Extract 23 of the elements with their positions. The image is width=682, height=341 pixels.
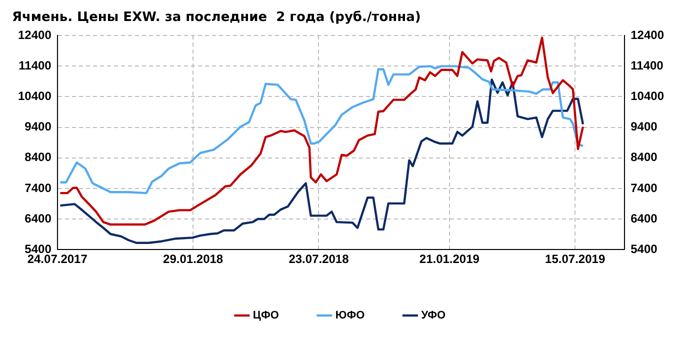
y-tick-label: 10400 <box>18 89 52 104</box>
chart-title: Ячмень. Цены EXW. за последние 2 года (руб./тонна) <box>12 10 421 26</box>
y2-tick-label: 7400 <box>630 180 658 195</box>
y-tick-label: 7400 <box>24 180 52 195</box>
y-tick-label: 6400 <box>24 211 52 226</box>
x-tick-label: 23.07.2018 <box>288 252 350 266</box>
y-tick-label: 9400 <box>24 120 52 134</box>
y2-tick-label: 9400 <box>630 120 658 134</box>
y2-tick-label: 5400 <box>630 242 658 256</box>
y-tick-label: 11400 <box>18 58 52 72</box>
y2-tick-label: 12400 <box>630 28 664 42</box>
legend-label: ЦФО <box>252 310 280 322</box>
legend-label: УФО <box>421 310 446 322</box>
y-tick-label: 12400 <box>18 28 52 42</box>
y2-tick-label: 8400 <box>630 150 658 164</box>
x-tick-label: 21.01.2019 <box>419 252 480 266</box>
y-tick-label: 8400 <box>24 150 52 164</box>
legend-label: ЮФО <box>335 310 366 322</box>
y2-tick-label: 11400 <box>630 58 664 72</box>
y2-tick-label: 6400 <box>630 211 658 226</box>
x-tick-label: 15.07.2019 <box>545 252 606 266</box>
x-tick-label: 29.01.2018 <box>163 252 224 266</box>
y2-tick-label: 10400 <box>630 89 664 104</box>
